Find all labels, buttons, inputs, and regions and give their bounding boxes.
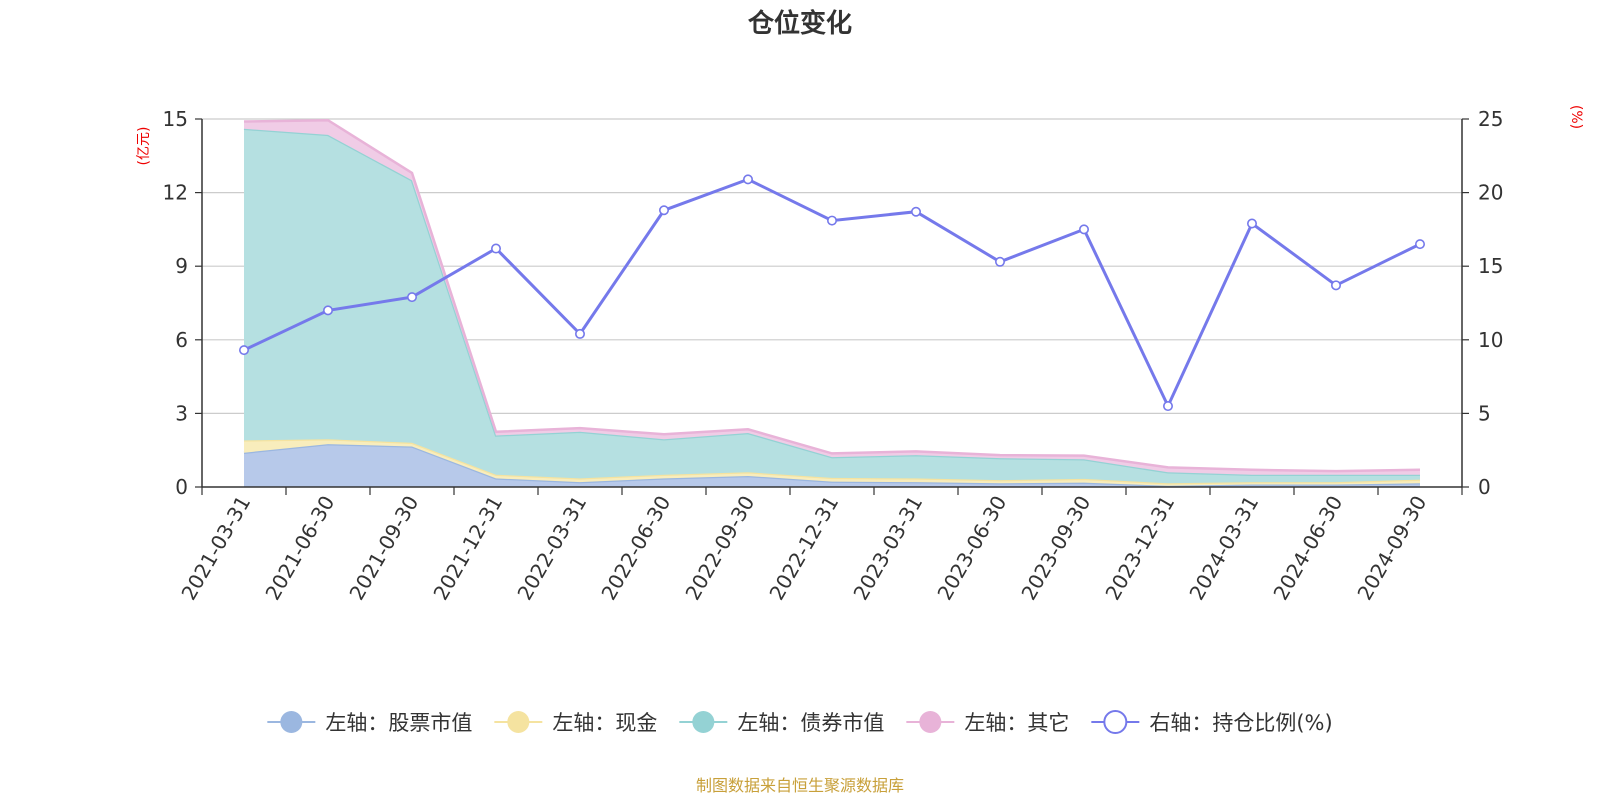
x-axis-tick-label: 2023-06-30 [932, 492, 1011, 605]
x-axis-tick-label: 2021-06-30 [260, 492, 339, 605]
area-左轴：现金 [244, 439, 1420, 486]
line-point [1079, 224, 1090, 235]
legend-label: 左轴：其它 [964, 711, 1069, 735]
x-axis-tick-label: 2024-06-30 [1268, 492, 1347, 605]
legend-marker [1103, 710, 1128, 734]
line-point [239, 345, 250, 356]
line-point [406, 292, 417, 303]
area-series [243, 118, 1421, 488]
line-point [742, 174, 753, 185]
left-axis-tick-label: 6 [175, 328, 188, 352]
x-axis-tick-label: 2023-03-31 [848, 492, 927, 605]
line-point [1247, 218, 1258, 229]
right-axis-tick-label: 0 [1478, 475, 1491, 499]
legend-marker [280, 711, 303, 733]
x-axis-tick-label: 2021-03-31 [176, 492, 255, 605]
x-axis-tick-label: 2022-12-31 [764, 492, 843, 605]
legend-label: 左轴：现金 [552, 711, 657, 735]
right-axis-unit: (%) [1568, 105, 1584, 129]
right-axis-tick-label: 10 [1478, 328, 1503, 352]
line-point [910, 206, 921, 217]
legend-marker [507, 711, 530, 733]
line-point [574, 328, 585, 339]
line-point [1331, 280, 1342, 291]
legend-label: 右轴：持仓比例(%) [1149, 711, 1332, 735]
left-axis-tick-label: 3 [175, 401, 188, 425]
right-axis-tick-label: 25 [1478, 107, 1503, 131]
x-axis-tick-label: 2023-09-30 [1016, 492, 1095, 605]
left-axis-unit: (亿元) [136, 127, 152, 166]
line-point [994, 256, 1005, 267]
area-左轴：股票市值 [244, 444, 1420, 487]
right-axis-tick-label: 15 [1478, 254, 1503, 278]
left-axis-tick-label: 12 [163, 181, 188, 205]
line-point [1415, 239, 1426, 250]
line-point [658, 205, 669, 216]
x-axis-tick-label: 2022-09-30 [680, 492, 759, 605]
x-axis-tick-label: 2024-03-31 [1184, 492, 1263, 605]
legend-marker [692, 711, 715, 733]
left-axis-tick-label: 9 [175, 254, 188, 278]
area-edge-左轴：其它 [243, 118, 1421, 473]
left-axis-tick-label: 15 [163, 107, 188, 131]
right-axis-tick-label: 5 [1478, 401, 1491, 425]
x-axis-tick-label: 2021-12-31 [428, 492, 507, 605]
right-axis-tick-label: 20 [1478, 181, 1503, 205]
x-axis-tick-label: 2022-06-30 [596, 492, 675, 605]
x-axis-tick-label: 2024-09-30 [1352, 492, 1431, 605]
legend-label: 左轴：债券市值 [737, 711, 884, 735]
source-note: 制图数据来自恒生聚源数据库 [696, 776, 904, 795]
x-axis-tick-label: 2021-09-30 [344, 492, 423, 605]
x-axis-tick-label: 2022-03-31 [512, 492, 591, 605]
x-axis-tick-label: 2023-12-31 [1100, 492, 1179, 605]
legend-marker [919, 711, 942, 733]
legend: 左轴：股票市值 左轴：现金 左轴：债券市值 左轴：其它 右轴：持仓比例(%) [267, 710, 1333, 735]
line-point [1163, 401, 1174, 412]
line-series [239, 174, 1426, 412]
left-axis-tick-label: 0 [175, 475, 188, 499]
chart-title: 仓位变化 [747, 8, 852, 39]
legend-label: 左轴：股票市值 [325, 711, 472, 735]
line-point [826, 215, 837, 226]
line-point [490, 243, 501, 254]
area-左轴：债券市值 [244, 128, 1420, 484]
line-point [322, 305, 333, 316]
